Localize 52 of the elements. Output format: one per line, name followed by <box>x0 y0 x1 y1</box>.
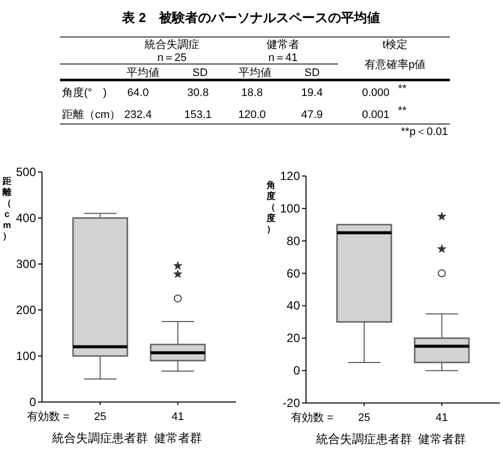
y-tick-label: -20 <box>282 396 300 410</box>
y-tick-label: 0 <box>293 364 300 378</box>
y-axis-title: 距離（cm） <box>2 176 12 241</box>
y-tick-label: 0 <box>29 395 36 409</box>
text: 25 <box>358 412 370 424</box>
text: 表 2 被験者のパーソナルスペースの平均値 <box>121 10 380 25</box>
text: 47.9 <box>301 109 323 121</box>
text: 平均値 <box>126 67 160 79</box>
text: 232.4 <box>124 109 152 121</box>
text: 18.8 <box>241 87 263 99</box>
text: 距離（cm） <box>62 109 121 121</box>
y-tick-label: 100 <box>280 201 300 216</box>
y-tick-label: 300 <box>16 257 36 271</box>
text: 0.000 <box>362 87 390 99</box>
y-tick-label: 80 <box>286 234 300 248</box>
text: t検定 <box>382 38 408 51</box>
text: 0.001 <box>362 109 390 121</box>
y-tick-label: 400 <box>16 211 36 225</box>
text: 19.4 <box>301 87 323 99</box>
text: 41 <box>172 411 184 423</box>
text: 有効数 = <box>27 410 70 423</box>
y-tick-label: 500 <box>16 165 36 179</box>
text: ** <box>398 83 408 95</box>
text: 120.0 <box>238 109 266 121</box>
y-tick-label: 60 <box>286 266 300 280</box>
y-tick-label: 40 <box>286 298 300 313</box>
text: n＝25 <box>157 52 187 64</box>
text: 有効数 = <box>291 411 334 424</box>
text: **p＜0.01 <box>400 126 448 138</box>
text: SD <box>192 67 208 79</box>
text: 統合失調症 <box>144 38 200 51</box>
text: 25 <box>94 411 106 423</box>
x-tick-label: 統合失調症患者群 <box>52 431 148 445</box>
text: n＝41 <box>268 52 298 64</box>
text: 健常者 <box>266 38 300 51</box>
y-tick-label: 100 <box>16 349 36 363</box>
text: 153.1 <box>184 109 212 121</box>
y-axis-title: 角度（度） <box>266 180 276 234</box>
y-tick-label: 20 <box>286 331 300 346</box>
text: ** <box>398 105 408 117</box>
x-tick-label: 健常者群 <box>418 432 466 446</box>
text: 有意確率p値 <box>364 58 426 71</box>
text: 角度(° ) <box>62 86 107 99</box>
y-tick-label: 200 <box>16 303 36 317</box>
x-tick-label: 健常者群 <box>154 431 202 445</box>
text: SD <box>304 67 320 79</box>
text: 41 <box>436 412 448 424</box>
x-tick-label: 統合失調症患者群 <box>316 432 412 446</box>
text: 平均値 <box>238 67 272 79</box>
text: 64.0 <box>127 87 149 99</box>
text: 30.8 <box>187 87 209 99</box>
y-tick-label: 120 <box>280 169 300 183</box>
